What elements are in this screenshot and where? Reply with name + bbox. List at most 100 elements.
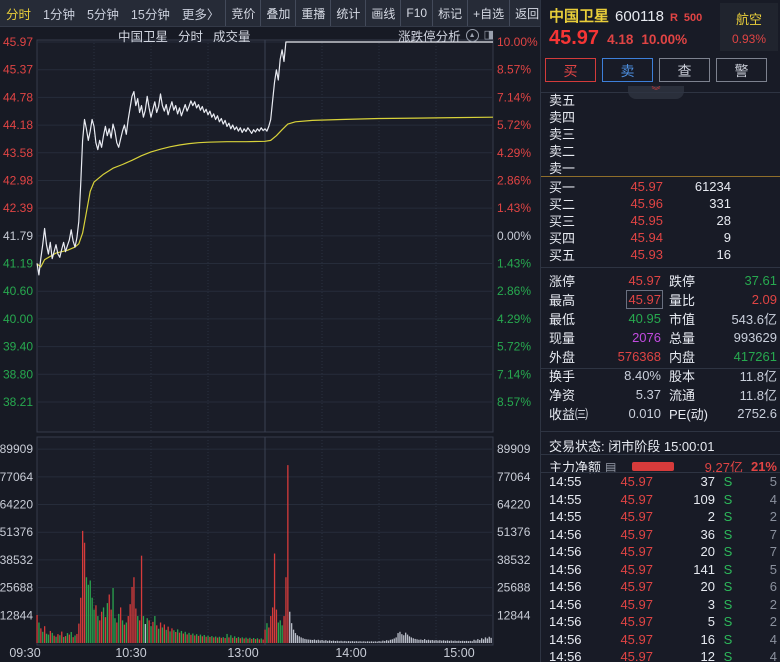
panel-toggle-icon[interactable]: ◨ [483,29,494,41]
divider [541,454,780,455]
time-axis-label: 13:00 [227,646,258,660]
toolbar-button[interactable]: 叠加 [261,0,297,26]
level-label: 买五 [549,248,576,263]
volume-bar [135,608,137,643]
period-tab[interactable]: 1分钟 [43,7,75,22]
volume-bar [72,637,74,643]
volume-axis-label: 12844 [497,608,531,622]
volume-axis-label: 89909 [497,442,531,456]
bid-level-row[interactable]: 买一 45.97 61234 [541,177,780,195]
toolbar-button[interactable]: 统计 [331,0,367,26]
volume-bar [329,640,331,643]
buy-button[interactable]: 买 [545,58,596,82]
query-button[interactable]: 查 [659,58,710,82]
volume-bar [460,640,462,643]
trade-volume: 37 [700,474,715,490]
trade-row: 14:56 45.97 36 S 7 [541,526,780,544]
trade-side: S [723,579,733,595]
period-tab[interactable]: 15分钟 [130,7,170,22]
volume-bar [182,633,184,643]
list-icon[interactable]: ▤ [605,459,617,474]
stat-label: 内盘 [669,350,696,365]
stat-value: 2.09 [751,292,777,307]
period-tab[interactable]: 更多〉 [181,7,220,22]
ask-level-row[interactable]: 卖一 [541,158,780,176]
volume-bar [178,632,181,643]
stat-row: 最低 40.95 市值 543.6亿 [541,309,780,328]
price-axis-label: 41.19 [3,257,33,271]
stock-code: 600118 [615,8,664,25]
pct-axis-label: 8.57% [497,395,531,409]
alert-button[interactable]: 警 [716,58,767,82]
sector-box[interactable]: 航空 0.93% [720,3,778,51]
period-tab[interactable]: 分时 [6,7,32,22]
trade-count: 5 [769,474,777,490]
volume-bar [327,640,329,643]
volume-bar [97,616,99,643]
level-volume: 16 [716,247,731,262]
volume-bar [488,636,490,643]
ask-level-row[interactable]: 卖五 [541,90,780,108]
ask-level-row[interactable]: 卖四 [541,107,780,125]
index-500-tag: 500 [683,12,703,24]
stat-label: 量比 [669,293,696,308]
volume-bar [108,594,110,643]
pct-axis-label: 5.72% [497,118,531,132]
price-axis-label: 39.40 [3,340,33,354]
toolbar-button[interactable]: 画线 [366,0,402,26]
period-tab[interactable]: 5分钟 [86,7,119,22]
volume-bar [91,597,93,643]
price-axis-label: 40.60 [3,284,33,298]
volume-bar [173,630,175,643]
bid-level-row[interactable]: 买三 45.95 28 [541,211,780,229]
volume-bar [357,641,359,643]
toolbar-button[interactable]: 标记 [433,0,469,26]
trade-status-row: 交易状态: 闭市阶段 15:00:01 [549,436,714,455]
volume-bar [63,636,65,643]
volume-bar [152,621,154,643]
toolbar-button[interactable]: 重播 [296,0,332,26]
volume-axis-label: 77064 [497,470,531,484]
ask-level-row[interactable]: 卖二 [541,141,780,159]
sell-button[interactable]: 卖 [602,58,653,82]
volume-bar [437,640,439,643]
level-volume: 28 [716,213,731,228]
timeshare-chart[interactable]: 45.97 10.00% 45.37 8.57% 44.78 7.14% 44.18 5.72… [0,0,540,662]
toolbar-button[interactable]: F10 [401,0,434,26]
expand-circle-icon[interactable]: ▲ [465,29,479,42]
bid-level-row[interactable]: 买五 45.93 16 [541,245,780,263]
volume-bar [325,640,327,643]
trade-time: 14:55 [549,491,582,507]
tick-trade-list[interactable]: 14:55 45.97 37 S 5 14:55 45.97 109 S 4 14:55 45.97 2… [541,473,780,662]
volume-bar [131,586,133,643]
pct-axis-label: 7.14% [497,90,531,104]
toolbar-button[interactable]: +自选 [468,0,511,26]
volume-axis-label: 51376 [497,525,531,539]
level-label: 卖五 [549,93,576,108]
volume-bar [471,641,473,643]
sector-name: 航空 [735,12,762,27]
stat-row: 净资 5.37 流通 11.8亿 [541,385,780,404]
volume-bar [163,624,165,643]
volume-bar [68,634,70,643]
volume-axis-label: 89909 [0,442,33,456]
price-change: 4.18 [607,32,634,47]
toolbar-button[interactable]: 竞价 [226,0,262,26]
ask-level-row[interactable]: 卖三 [541,124,780,142]
bid-level-row[interactable]: 买二 45.96 331 [541,194,780,212]
volume-bar [133,577,135,643]
volume-bar [83,542,86,643]
volume-bar [429,640,431,643]
volume-bar [359,641,361,643]
volume-bar [291,623,293,643]
trade-time: 14:56 [549,561,582,577]
average-price-line [36,116,494,268]
main-force-row: 主力净额 ▤ 9.27亿 21% [549,457,777,476]
trade-volume: 12 [700,649,715,662]
volume-bar [481,638,483,643]
bid-level-row[interactable]: 买四 45.94 9 [541,228,780,246]
volume-bar [420,639,422,643]
pct-axis-label: 1.43% [497,257,531,271]
volume-bar [190,634,192,643]
limit-analysis-link[interactable]: 涨跌停分析 [398,30,461,44]
